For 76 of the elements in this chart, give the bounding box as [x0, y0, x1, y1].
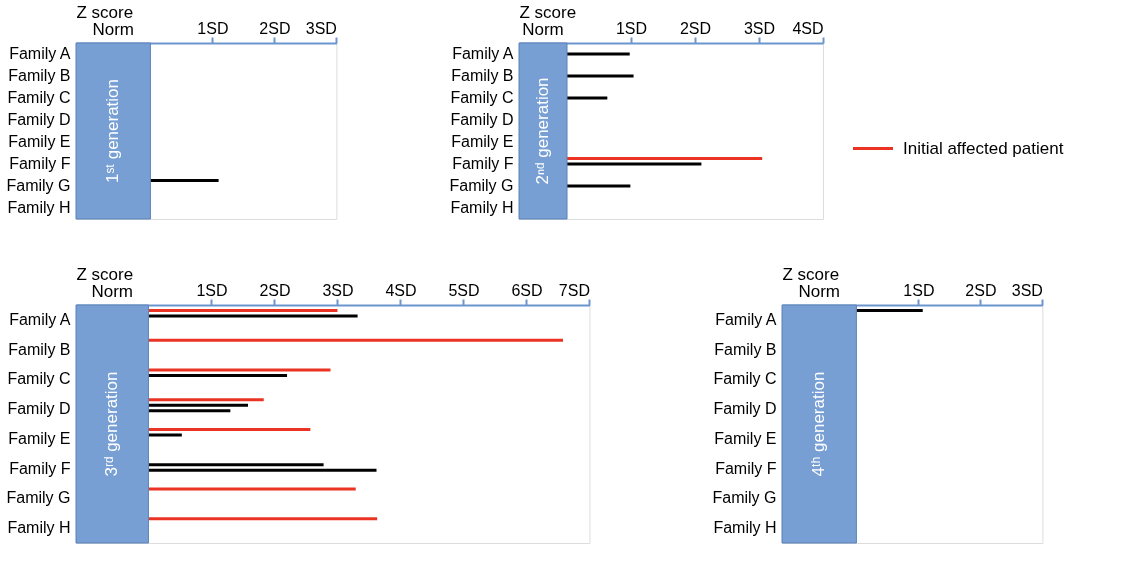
bar — [148, 338, 563, 342]
bar — [148, 309, 338, 312]
band-label: 2ⁿᵈ generation — [533, 77, 552, 185]
bar — [148, 517, 378, 521]
x-tick-label: 3SD — [1011, 281, 1043, 299]
x-tick-label: 1SD — [196, 281, 228, 299]
x-axis-title: Z score — [76, 2, 134, 22]
x-axis-title: Z score — [519, 2, 577, 22]
y-tick-label: Family E — [714, 429, 777, 447]
y-tick-label: Family A — [452, 45, 514, 62]
y-tick-label: Family C — [713, 370, 777, 388]
y-tick-label: Family D — [7, 400, 71, 418]
y-tick-label: Family G — [449, 177, 514, 194]
band-label: 4ᵗʰ generation — [809, 371, 829, 477]
x-tick-label: 6SD — [511, 281, 543, 299]
y-tick-label: Family D — [7, 111, 71, 128]
y-tick-label: Family H — [450, 199, 514, 216]
x-tick-label: 2SD — [259, 281, 291, 299]
band-label: 3ʳᵈ generation — [102, 371, 122, 477]
bar — [148, 428, 311, 431]
y-tick-label: Family C — [7, 89, 71, 106]
bar — [148, 398, 264, 402]
y-tick-label: Family C — [7, 370, 71, 388]
y-tick-label: Family A — [9, 45, 71, 62]
x-tick-label: 3SD — [322, 281, 354, 299]
x-tick-label: 7SD — [558, 281, 590, 299]
x-tick-label: 5SD — [448, 281, 480, 299]
y-tick-label: Family E — [8, 429, 71, 447]
y-tick-label: Family C — [450, 89, 514, 106]
y-tick-label: Family D — [450, 111, 514, 128]
y-tick-label: Family B — [451, 67, 514, 84]
y-tick-label: Family F — [9, 459, 71, 477]
y-tick-label: Family B — [8, 340, 71, 358]
y-tick-label: Family G — [712, 489, 777, 507]
x-tick-label: 3SD — [305, 19, 337, 37]
bar — [148, 368, 331, 372]
y-tick-label: Family F — [9, 155, 71, 172]
x-tick-label: 3SD — [743, 19, 776, 37]
y-tick-label: Family H — [7, 519, 71, 537]
y-tick-label: Family E — [8, 133, 71, 150]
x-tick-label: 1SD — [903, 281, 935, 299]
x-axis-title: Z score — [76, 264, 134, 284]
text: Norm — [798, 282, 840, 301]
y-tick-label: Family D — [713, 400, 777, 418]
y-tick-label: Family F — [715, 459, 777, 477]
y-tick-label: Family B — [714, 340, 777, 358]
y-tick-label: Family H — [713, 519, 777, 537]
x-axis-title: Z score — [782, 264, 840, 284]
text: Norm — [522, 20, 564, 39]
text: Norm — [91, 282, 134, 301]
y-tick-label: Family H — [7, 199, 71, 216]
x-tick-label: 2SD — [259, 19, 291, 37]
x-tick-label: 2SD — [965, 281, 997, 299]
y-tick-label: Family G — [6, 489, 71, 507]
bar — [148, 468, 377, 472]
bar — [148, 409, 231, 413]
bar — [148, 403, 248, 407]
y-tick-label: Family E — [451, 133, 514, 150]
bar — [148, 487, 356, 491]
text: Norm — [92, 20, 134, 39]
y-tick-label: Family B — [8, 67, 71, 84]
x-tick-label: 2SD — [679, 19, 712, 37]
bar — [148, 433, 182, 437]
y-tick-label: Family G — [6, 177, 71, 194]
bar — [148, 463, 324, 467]
legend-label: Initial affected patient — [903, 138, 1064, 158]
y-tick-label: Family A — [715, 310, 777, 328]
y-tick-label: Family A — [9, 310, 71, 328]
band-label: 1ˢᵗ generation — [103, 78, 123, 184]
x-tick-label: 1SD — [615, 19, 648, 37]
x-tick-label: 4SD — [792, 19, 824, 37]
x-tick-label: 4SD — [385, 281, 417, 299]
bar — [148, 374, 288, 377]
y-tick-label: Family F — [452, 155, 514, 172]
x-tick-label: 1SD — [197, 19, 229, 37]
bar — [148, 314, 358, 318]
